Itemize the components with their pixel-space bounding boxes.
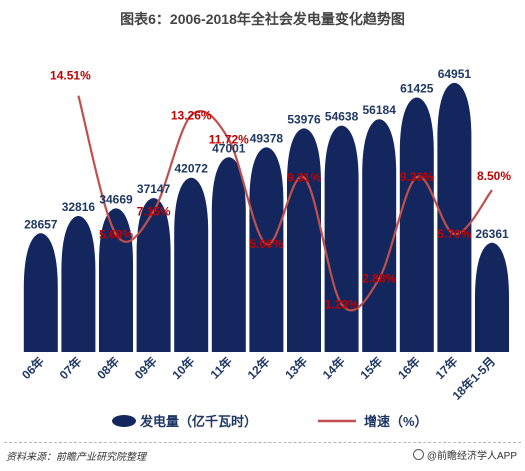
x-tick-label: 15年 — [357, 354, 386, 383]
footer-source: 资料来源：前瞻产业研究院整理 — [6, 452, 146, 463]
x-tick-label: 07年 — [56, 354, 85, 383]
growth-line — [77, 95, 493, 312]
bar — [174, 177, 209, 352]
footer-brand-text: @前瞻经济学人APP — [426, 451, 517, 462]
bar-series — [23, 82, 509, 353]
bar-value-label: 34669 — [99, 192, 133, 206]
growth-value-label: 5.70% — [437, 227, 471, 241]
growth-value-label: 1.23% — [325, 297, 359, 311]
growth-value-label: 2.88% — [362, 271, 396, 285]
bar-value-label: 56184 — [363, 103, 397, 117]
growth-value-label: 8.50% — [477, 169, 511, 183]
bar-value-label: 42072 — [175, 162, 209, 176]
x-tick-label: 14年 — [319, 354, 348, 383]
bar — [287, 128, 321, 352]
bar-value-label: 47001 — [212, 141, 246, 155]
brand-logo-icon — [412, 449, 424, 460]
bar — [211, 157, 246, 352]
x-tick-label: 13年 — [282, 354, 311, 383]
line-series — [77, 95, 493, 312]
growth-value-label: 9.33% — [400, 170, 434, 184]
x-tick-label: 16年 — [394, 354, 423, 383]
bar-value-label: 49378 — [250, 131, 284, 145]
bar — [99, 208, 133, 352]
x-axis: 06年 07年 08年 09年 10年 11年 12年 13年 14年 15年 16年 17年18年1… — [18, 354, 498, 403]
legend-bar-swatch — [112, 415, 136, 427]
bar — [399, 97, 434, 353]
x-tick-label: 06年 — [18, 354, 47, 383]
bar-value-label: 28657 — [24, 217, 58, 231]
x-tick-label: 08年 — [94, 354, 123, 383]
bar-value-label: 37147 — [137, 182, 171, 196]
line-value-labels: 14.51% 5.68% 7.15% 13.26% 11.72% 5.06% 9.31% 1.… — [50, 69, 511, 312]
bar — [362, 119, 397, 352]
x-tick-label: 11年 — [207, 354, 235, 382]
footer-divider — [4, 442, 521, 443]
x-tick-label: 10年 — [169, 354, 198, 383]
bar-value-label: 54638 — [325, 110, 359, 124]
chart-title: 图表6：2006-2018年全社会发电量变化趋势图 — [120, 11, 405, 27]
bar — [23, 233, 58, 352]
bar — [437, 82, 472, 352]
x-tick-label: 17年 — [432, 354, 461, 383]
bar-value-label: 26361 — [475, 227, 509, 241]
legend-line-label: 增速（%） — [364, 414, 428, 429]
x-tick-label: 09年 — [131, 354, 160, 383]
bar-value-label: 53976 — [287, 112, 321, 126]
growth-value-label: 9.31% — [287, 170, 321, 184]
legend-bar-label: 发电量（亿千瓦时） — [139, 414, 257, 429]
bar — [475, 242, 509, 352]
bar-value-label: 32816 — [62, 200, 96, 214]
growth-value-label: 7.15% — [137, 204, 171, 218]
growth-value-label: 13.26% — [171, 108, 212, 122]
bar — [249, 147, 284, 352]
bar — [61, 216, 96, 352]
growth-value-label: 5.06% — [249, 237, 283, 251]
footer-brand: @前瞻经济学人APP — [412, 447, 517, 462]
x-tick-label: 12年 — [244, 354, 273, 383]
bar — [324, 125, 359, 352]
growth-value-label: 5.68% — [99, 227, 133, 241]
legend: 发电量（亿千瓦时） 增速（%） — [112, 414, 428, 429]
bar-value-label: 61425 — [400, 82, 434, 96]
bar — [136, 198, 171, 352]
growth-value-label: 11.72% — [209, 133, 249, 147]
growth-value-label: 14.51% — [50, 69, 91, 83]
bar-value-label: 64951 — [438, 67, 472, 81]
